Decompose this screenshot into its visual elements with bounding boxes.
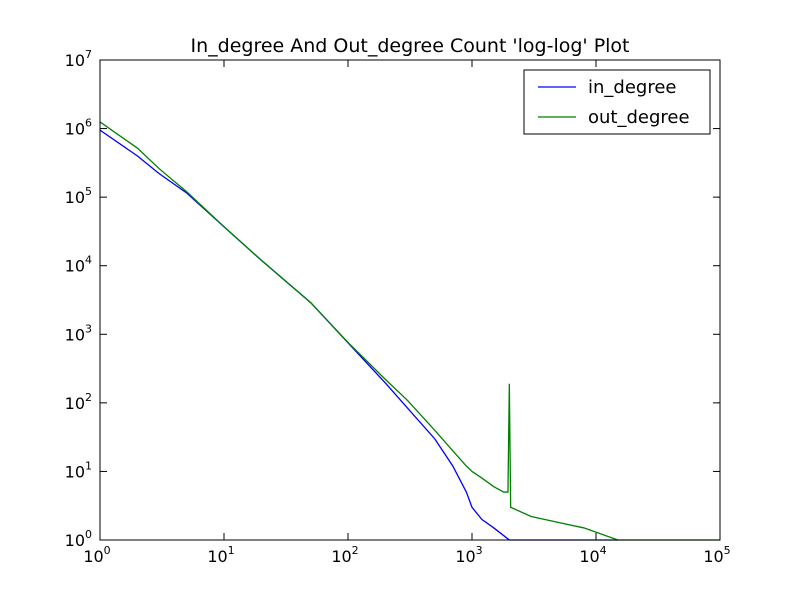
- y-tick-label: 103: [65, 322, 92, 344]
- axis-layer: 100 101 102 103 104 105 100 101 102 103 104 105 106 1…: [65, 48, 731, 566]
- x-tick-label: 100: [83, 544, 110, 566]
- y-tick-label: 107: [65, 48, 92, 70]
- x-tick-label: 101: [207, 544, 234, 566]
- x-tick-label: 104: [579, 544, 606, 566]
- x-tick-label: 105: [703, 544, 730, 566]
- y-tick-label: 106: [65, 117, 92, 139]
- y-tick-label: 102: [65, 391, 92, 413]
- x-tick-label: 102: [331, 544, 358, 566]
- legend-box: [523, 69, 711, 135]
- plot-frame: [99, 59, 721, 541]
- chart-title: In_degree And Out_degree Count 'log-log'…: [190, 35, 629, 57]
- y-tick-label: 104: [65, 254, 92, 276]
- legend: in_degree out_degree: [523, 69, 711, 135]
- series-line-out-degree: [99, 121, 720, 541]
- legend-label-out-degree: out_degree: [588, 107, 690, 128]
- x-tick-label: 103: [455, 544, 482, 566]
- y-tick-label: 100: [65, 528, 92, 550]
- y-tick-label: 105: [65, 185, 92, 207]
- legend-label-in-degree: in_degree: [588, 77, 677, 98]
- y-tick-label: 101: [65, 459, 92, 481]
